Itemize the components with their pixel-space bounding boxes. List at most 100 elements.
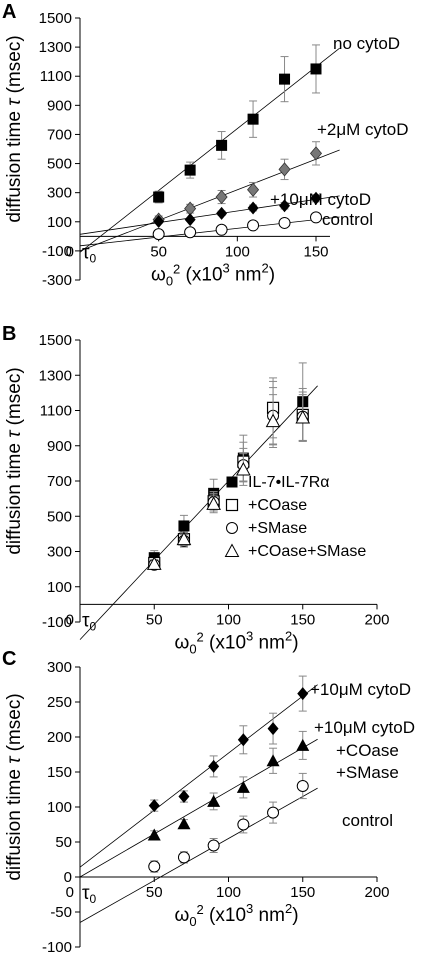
annotation-control-c: control xyxy=(342,811,393,830)
data-point xyxy=(309,146,323,161)
y-tick-label: 100 xyxy=(47,214,72,231)
y-tick-label: 300 xyxy=(47,185,72,202)
data-point xyxy=(265,413,281,428)
data-point xyxy=(153,191,165,203)
x-tick-label: 100 xyxy=(225,243,250,260)
legend-marker xyxy=(224,543,240,557)
data-point xyxy=(207,839,220,852)
x-title-rest: (x10 xyxy=(180,264,222,285)
data-point xyxy=(176,531,192,546)
data-point xyxy=(206,496,221,510)
y-tick-label: 300 xyxy=(47,544,72,561)
data-point xyxy=(148,860,161,873)
y-tick-label: 700 xyxy=(47,473,72,490)
x-title-rest2: nm xyxy=(253,905,285,926)
x-tick-label: 50 xyxy=(146,611,163,628)
x-tick-label: 150 xyxy=(290,884,315,901)
data-point xyxy=(207,794,221,807)
x-tick-label: 100 xyxy=(216,884,241,901)
x-tick-label: 150 xyxy=(290,611,315,628)
panel-letter-c: C xyxy=(2,648,16,670)
y-tick-label: 300 xyxy=(47,659,72,676)
x-title-omega: ω xyxy=(174,632,189,653)
annotation-coase: +COase xyxy=(336,741,399,760)
data-point xyxy=(297,687,309,701)
annotation-control: control xyxy=(322,210,373,229)
data-point xyxy=(178,520,190,532)
data-point xyxy=(148,799,160,813)
data-point xyxy=(247,182,260,197)
legend-label: IL-7•IL-7Rα xyxy=(248,474,330,491)
fit-line xyxy=(79,738,318,878)
x-axis-title: ω02 (x103 nm2) xyxy=(174,901,298,929)
data-point xyxy=(278,162,291,177)
legend-marker xyxy=(226,522,238,534)
origin-label: 0 xyxy=(66,884,74,901)
y-tick-label: 200 xyxy=(47,729,72,746)
data-point xyxy=(153,214,165,228)
data-point xyxy=(310,211,322,224)
legend-label: +COase+SMase xyxy=(248,543,366,560)
data-point xyxy=(147,828,161,841)
y-tick-label: 1100 xyxy=(40,68,72,85)
x-tick-label: 200 xyxy=(364,611,389,628)
x-title-sup2: 2 xyxy=(285,628,292,643)
data-point xyxy=(216,139,228,151)
data-point xyxy=(184,164,196,176)
x-title-sup: 2 xyxy=(173,261,180,276)
data-point xyxy=(266,754,280,767)
y-title-tau: τ xyxy=(4,429,25,438)
data-point xyxy=(237,733,249,747)
x-axis-title: ω02 (x103 nm2) xyxy=(174,628,298,656)
data-point xyxy=(152,228,165,241)
tau0-subscript: 0 xyxy=(90,251,97,265)
data-point xyxy=(267,806,280,819)
y-tick-label: -100 xyxy=(42,939,72,956)
x-title-sup3: 3 xyxy=(246,901,253,916)
y-title-c: (msec) xyxy=(4,367,25,430)
y-tick-label: 500 xyxy=(47,508,72,525)
tau0-subscript: 0 xyxy=(90,619,97,633)
annotation-smase: +SMase xyxy=(336,763,399,782)
data-point xyxy=(146,556,162,570)
data-point xyxy=(267,722,279,736)
y-tick-label: -100 xyxy=(42,243,72,260)
data-point xyxy=(215,189,228,205)
panel-letter-a: A xyxy=(2,1,16,23)
legend-label: +SMase xyxy=(248,520,307,537)
x-tick-label: 150 xyxy=(303,243,328,260)
x-title-omega: ω xyxy=(174,905,189,926)
data-point xyxy=(279,73,291,85)
data-point xyxy=(247,219,260,232)
legend-marker xyxy=(226,476,238,488)
y-tick-label: 250 xyxy=(47,694,72,711)
tau0-label: τ0 xyxy=(82,883,97,906)
origin-label: 0 xyxy=(66,611,74,628)
x-tick-label: 100 xyxy=(216,611,241,628)
y-title-a: diffusion time xyxy=(4,764,25,881)
x-title-close: ) xyxy=(292,905,298,926)
fit-line xyxy=(79,149,340,252)
data-point xyxy=(177,851,190,864)
y-tick-label: 150 xyxy=(47,764,72,781)
fit-line xyxy=(79,195,340,235)
y-title-tau: τ xyxy=(4,97,25,106)
x-title-sub: 0 xyxy=(189,914,196,929)
x-title-sup: 2 xyxy=(197,902,204,917)
y-tick-label: 1500 xyxy=(39,10,72,27)
y-tick-label: 900 xyxy=(47,438,72,455)
annotation-10um-cytod-2: +10μM cytoD xyxy=(314,718,415,737)
data-point xyxy=(310,63,322,75)
data-point xyxy=(247,113,259,125)
annotation-10um-cytod-1: +10μM cytoD xyxy=(310,680,411,699)
x-title-rest: (x10 xyxy=(204,905,246,926)
fit-line xyxy=(79,385,318,640)
data-point xyxy=(296,780,309,792)
data-point xyxy=(296,738,310,751)
y-axis-title: diffusion time τ (msec) xyxy=(4,693,25,880)
data-point xyxy=(236,461,251,476)
x-title-sup2: 2 xyxy=(261,260,268,275)
x-title-sup3: 3 xyxy=(223,260,230,275)
